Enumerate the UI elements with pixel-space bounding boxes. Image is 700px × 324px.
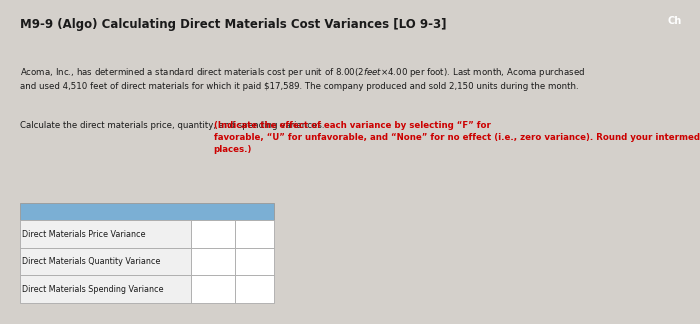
- Bar: [20, 248, 191, 275]
- Text: Direct Materials Quantity Variance: Direct Materials Quantity Variance: [22, 257, 161, 266]
- Text: Ch: Ch: [668, 16, 682, 26]
- Bar: [20, 202, 274, 220]
- Bar: [20, 275, 191, 303]
- Bar: [191, 275, 235, 303]
- Text: (Indicate the effect of each variance by selecting “F” for
favorable, “U” for un: (Indicate the effect of each variance by…: [214, 122, 700, 154]
- Text: Direct Materials Spending Variance: Direct Materials Spending Variance: [22, 285, 164, 294]
- Bar: [191, 220, 235, 248]
- Bar: [235, 248, 274, 275]
- Bar: [235, 220, 274, 248]
- Text: Calculate the direct materials price, quantity, and spending variances.: Calculate the direct materials price, qu…: [20, 122, 327, 131]
- Bar: [235, 275, 274, 303]
- Text: Direct Materials Price Variance: Direct Materials Price Variance: [22, 230, 146, 238]
- Text: M9-9 (Algo) Calculating Direct Materials Cost Variances [LO 9-3]: M9-9 (Algo) Calculating Direct Materials…: [20, 18, 446, 31]
- Text: Acoma, Inc., has determined a standard direct materials cost per unit of $8.00 (: Acoma, Inc., has determined a standard d…: [20, 66, 585, 91]
- Bar: [191, 248, 235, 275]
- Bar: [20, 220, 191, 248]
